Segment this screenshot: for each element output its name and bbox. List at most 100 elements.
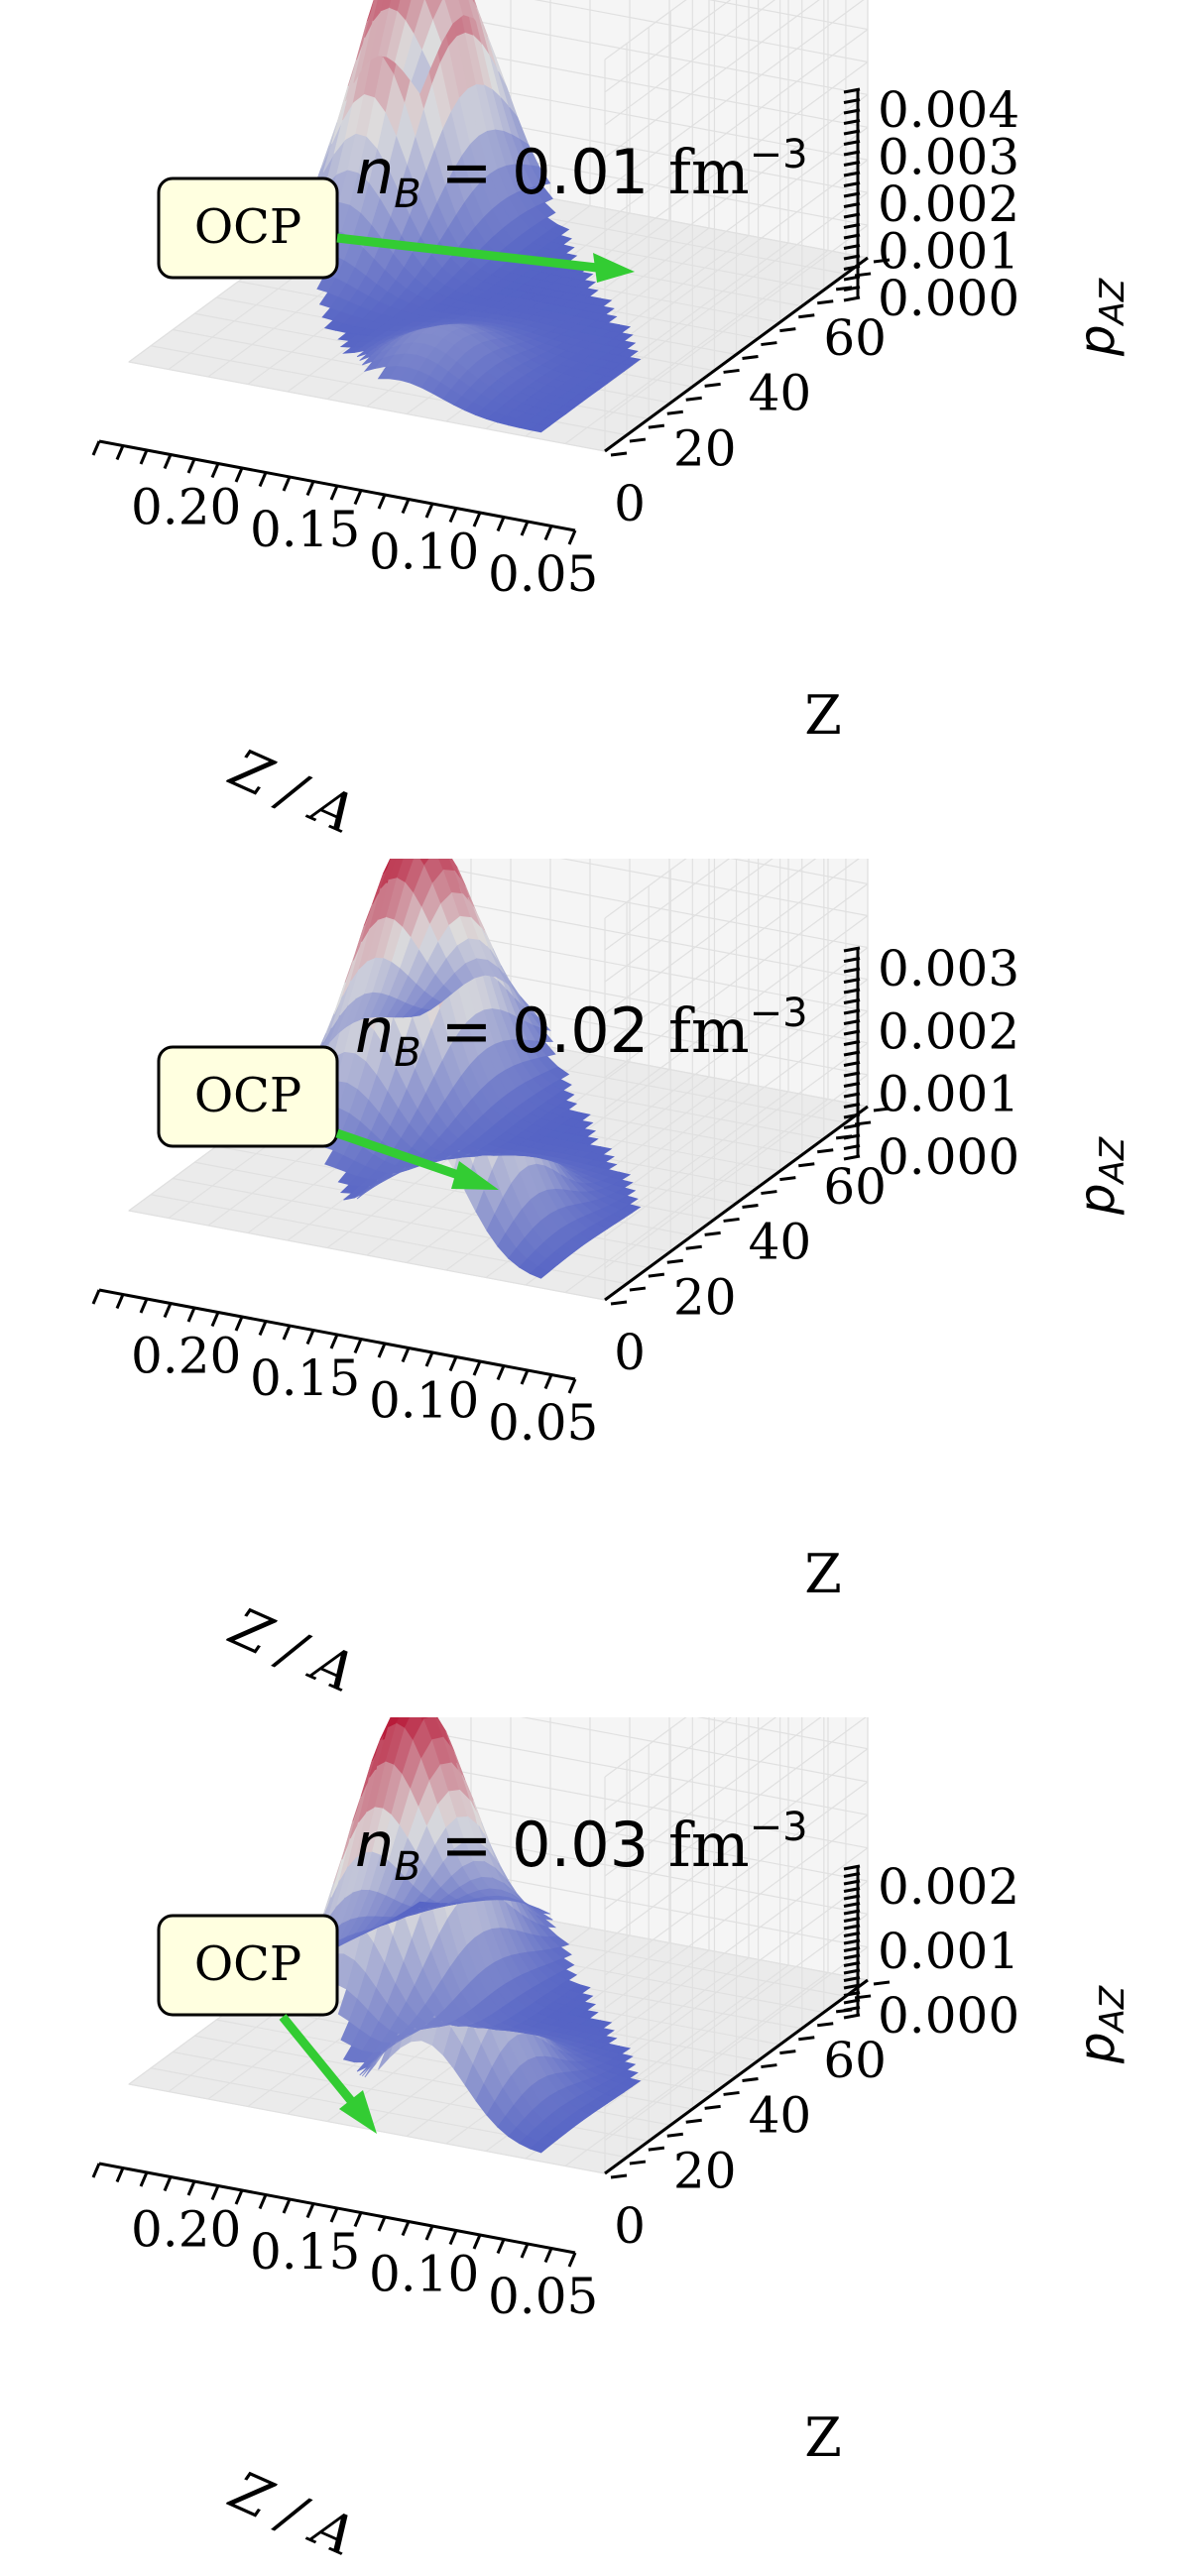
x-tick	[401, 2220, 411, 2237]
z-tick-label: 0.003	[878, 940, 1019, 997]
grid-line	[604, 0, 820, 159]
x-tick	[234, 1316, 244, 1332]
x-tick	[567, 2252, 577, 2268]
z-tick	[843, 1976, 861, 1982]
y-tick	[666, 1258, 683, 1264]
x-tick	[377, 494, 387, 510]
x-axis-label: Z / A	[220, 2458, 364, 2568]
y-tick	[798, 2036, 815, 2042]
y-tick	[704, 2104, 721, 2110]
x-tick	[520, 1369, 530, 1385]
x-tick	[186, 2180, 196, 2196]
z-tick	[843, 108, 861, 115]
grid-line	[521, 1717, 869, 1783]
z-tick	[843, 119, 861, 125]
grid-line	[604, 1717, 687, 1778]
y-tick	[685, 1244, 702, 1250]
chart-panel-3: 0.05 0.10 0.15 0.20 0 20 40 60 0.000 0.001 0.002 n…	[0, 1717, 1190, 2576]
y-tick	[761, 2063, 777, 2069]
y-tick	[873, 1980, 891, 1986]
x-tick	[567, 1378, 577, 1394]
z-axis-label: pAZ	[1068, 1985, 1132, 2064]
x-tick	[520, 521, 530, 536]
grid-line	[604, 859, 774, 983]
x-tick	[91, 440, 101, 456]
chart-title: nB = 0.03 fm−3	[355, 1805, 808, 1890]
z-tick-label: 0.000	[878, 1128, 1019, 1186]
x-tick-label: 0.20	[131, 2201, 241, 2259]
x-tick	[543, 1373, 553, 1390]
annotation-arrow-line	[336, 233, 598, 273]
grid-line	[604, 859, 817, 1014]
y-tick-label: 40	[749, 2087, 812, 2145]
z-tick	[843, 967, 861, 974]
ocp-annotation: OCP	[157, 176, 635, 283]
y-tick	[629, 437, 647, 443]
x-tick	[139, 2171, 149, 2187]
surface-facet	[609, 324, 632, 334]
surface-facet	[367, 0, 376, 22]
y-tick-label: 40	[749, 365, 812, 422]
z-tick	[843, 1968, 861, 1975]
z-tick-label: 0.004	[878, 81, 1019, 139]
y-tick	[723, 2090, 740, 2096]
z-tick	[843, 1133, 861, 1140]
z-tick	[843, 1909, 861, 1916]
surface-facet	[531, 1012, 551, 1031]
y-tick	[648, 2146, 665, 2152]
annotation-box	[157, 176, 339, 280]
y-tick	[666, 410, 683, 415]
x-tick	[496, 2238, 506, 2255]
y-tick-label: 0	[614, 2197, 646, 2255]
surface-facet	[591, 297, 613, 307]
surface-plot-1: 0.050.100.150.20 02040600.0000.0010.0020.…	[91, 0, 1132, 846]
y-tick-label: 20	[673, 1268, 737, 1326]
z-tick	[843, 1019, 861, 1025]
x-tick-label: 0.05	[488, 1394, 598, 1452]
x-tick	[401, 1347, 411, 1363]
y-tick-label: 60	[823, 309, 887, 367]
y-tick	[723, 368, 740, 374]
x-tick	[115, 444, 125, 461]
z-tick	[843, 1879, 861, 1886]
z-tick	[843, 1050, 861, 1057]
z-tick	[843, 191, 861, 198]
y-tick	[817, 299, 834, 305]
x-tick	[258, 1320, 268, 1337]
z-tick	[843, 1991, 861, 1997]
z-tick	[843, 1902, 861, 1908]
chart-panel-1: 0.05 0.10 0.15 0.20 0 20 40 60 0.000 0.001 0.002 0.…	[0, 0, 1190, 859]
x-tick	[163, 453, 173, 470]
y-tick	[854, 1994, 872, 2000]
x-tick	[305, 1329, 315, 1346]
grid-line	[730, 859, 869, 885]
z-tick	[843, 1894, 861, 1901]
x-tick	[234, 467, 244, 483]
z-tick	[843, 1932, 861, 1937]
grid-line	[560, 859, 869, 917]
z-tick	[843, 2006, 861, 2012]
z-tick	[843, 1864, 861, 1871]
x-tick	[472, 2234, 482, 2250]
y-tick	[798, 313, 815, 319]
grid-line	[707, 0, 869, 31]
x-tick	[258, 471, 268, 488]
z-tick-label: 0.003	[878, 129, 1019, 186]
x-tick	[115, 1293, 125, 1310]
chart-title: nB = 0.01 fm−3	[355, 132, 808, 217]
z-tick	[843, 1061, 861, 1067]
z-tick	[843, 1953, 861, 1960]
y-axis-label: Z	[804, 684, 842, 747]
surface-facet	[530, 165, 551, 186]
x-tick	[448, 507, 458, 524]
x-tick	[139, 1298, 149, 1314]
z-tick	[843, 946, 861, 953]
y-tick	[761, 1190, 777, 1196]
x-tick	[186, 1307, 196, 1323]
x-tick	[115, 2166, 125, 2183]
x-tick-label: 0.20	[131, 1328, 241, 1385]
x-tick	[163, 1302, 173, 1319]
y-axis-label: Z	[804, 2406, 842, 2469]
